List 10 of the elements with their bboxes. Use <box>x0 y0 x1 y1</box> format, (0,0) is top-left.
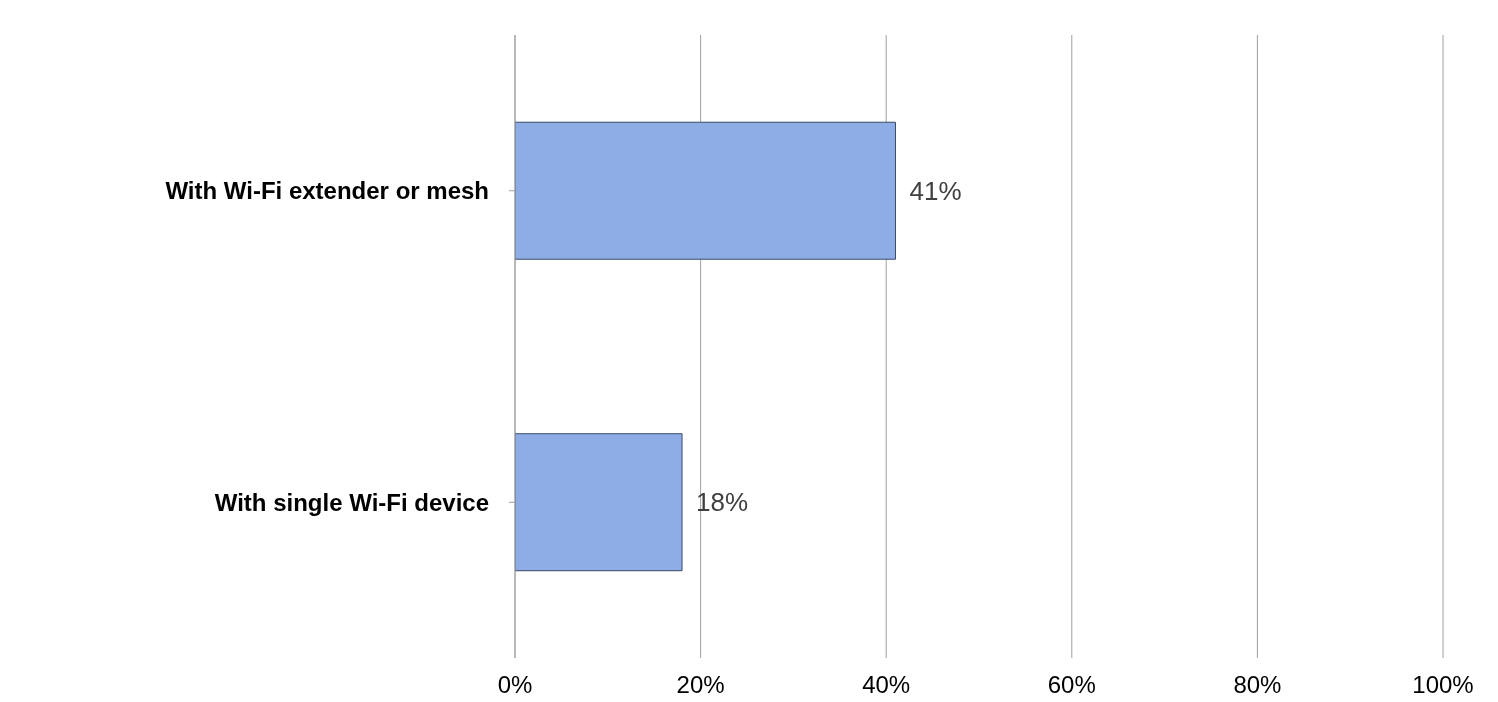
x-tick-label: 60% <box>1047 671 1096 699</box>
y-tick-label: With single Wi-Fi device <box>214 488 489 516</box>
x-tick-label: 100% <box>1412 671 1474 699</box>
x-tick-label: 40% <box>862 671 911 699</box>
data-label: 18% <box>696 487 749 518</box>
x-tick-label: 20% <box>676 671 725 699</box>
x-tick-label: 0% <box>497 671 533 699</box>
y-tick-label: With Wi-Fi extender or mesh <box>165 177 489 205</box>
data-label: 41% <box>909 175 962 206</box>
x-tick-label: 80% <box>1233 671 1282 699</box>
